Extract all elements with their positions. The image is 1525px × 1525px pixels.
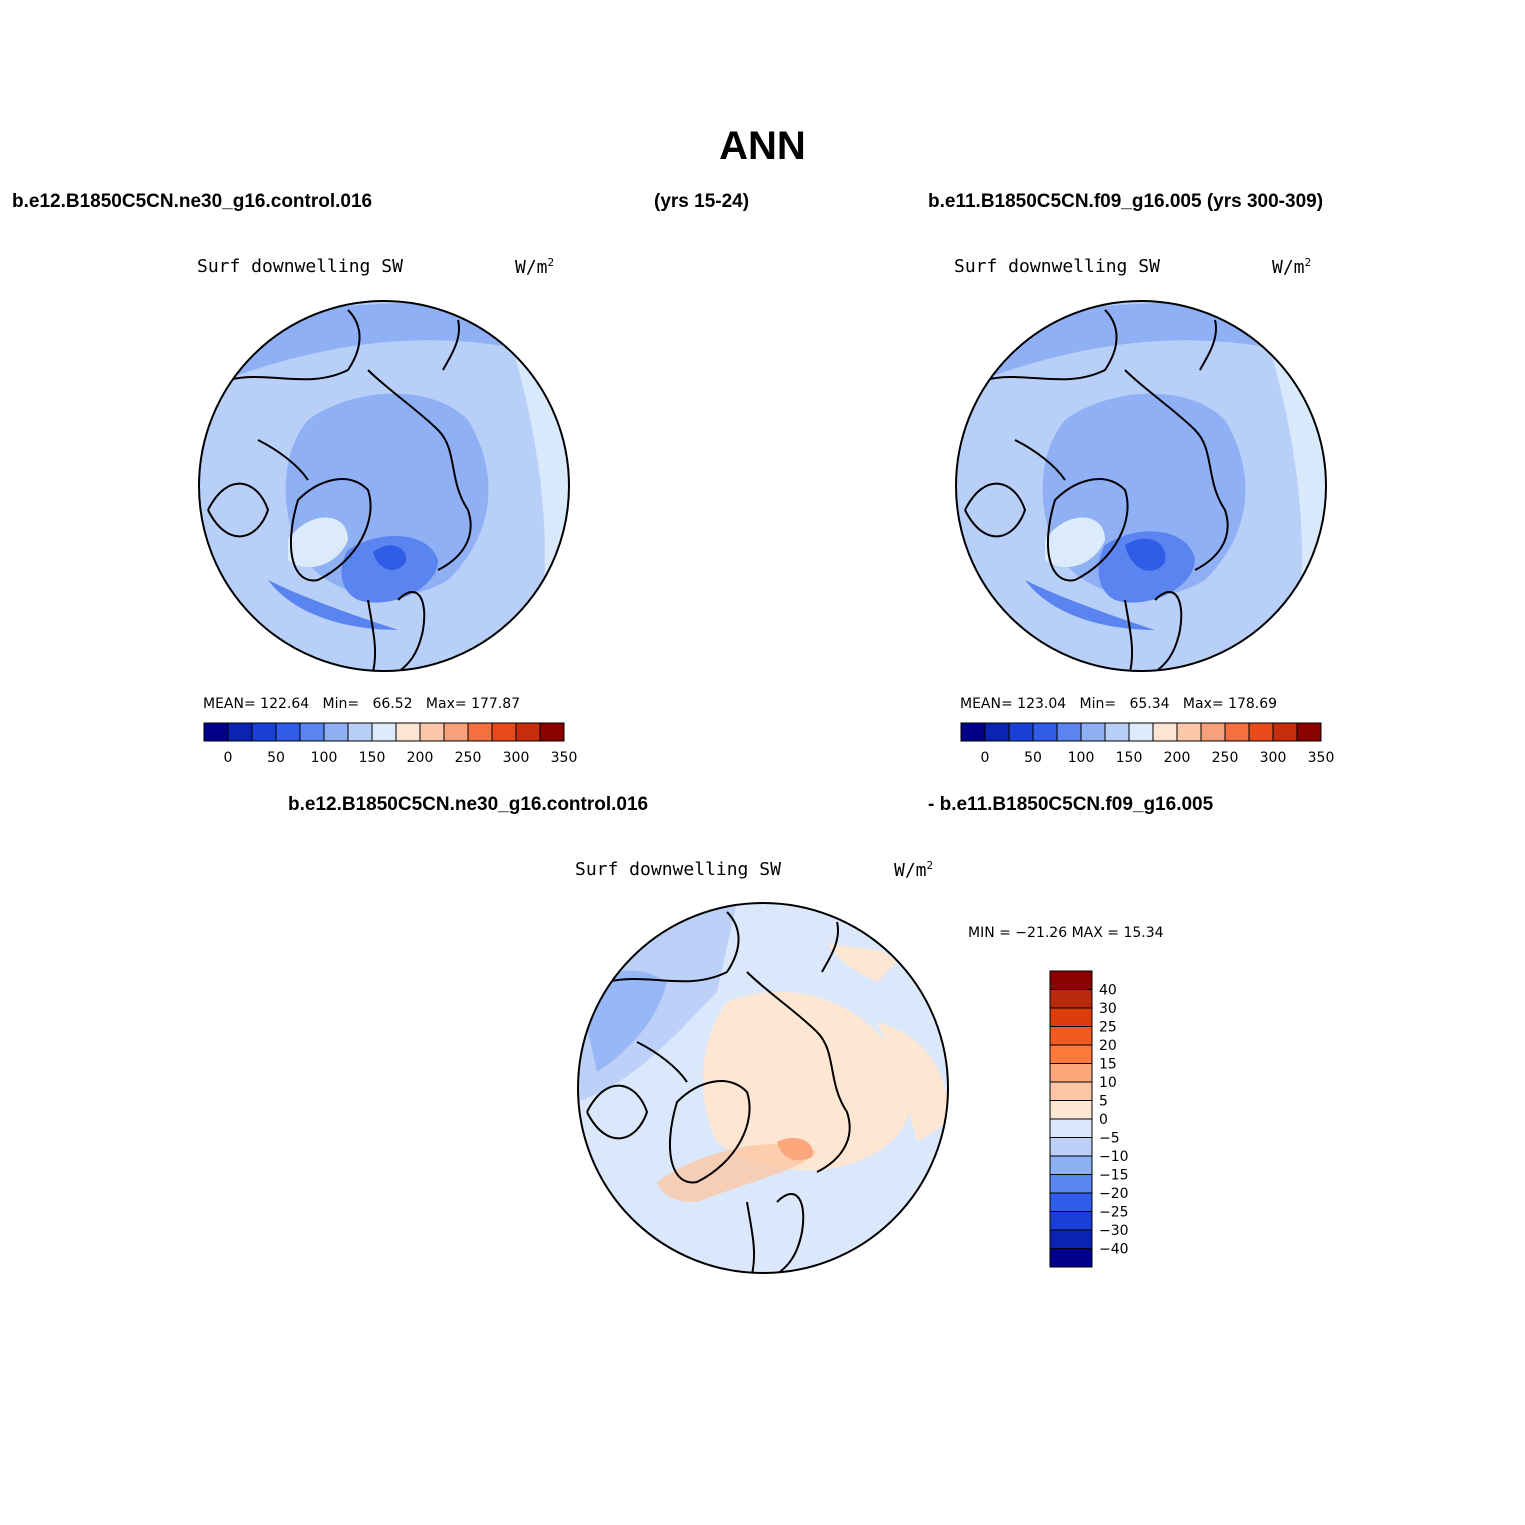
diff-colorbar-tick-label: 25 — [1099, 1020, 1117, 1036]
panel1-colorbar-swatch — [419, 722, 445, 742]
panel1-colorbar-swatch — [251, 722, 277, 742]
panel1-colorbar-swatch — [227, 722, 253, 742]
panel2-colorbar-swatch — [1272, 722, 1298, 742]
panel2-colorbar-swatch — [1176, 722, 1202, 742]
panel1-colorbar-swatch — [347, 722, 373, 742]
panel2-colorbar-tick-label: 350 — [1308, 750, 1335, 766]
panel2-colorbar-swatch — [1224, 722, 1250, 742]
panel2-colorbar-swatch — [1104, 722, 1130, 742]
diff-colorbar-swatch — [1049, 1137, 1093, 1157]
diff-colorbar-tick-label: 15 — [1099, 1057, 1117, 1073]
panel1-colorbar-tick-label: 250 — [455, 750, 482, 766]
panel2-colorbar-swatch — [960, 722, 986, 742]
diff-colorbar-swatch — [1049, 1155, 1093, 1175]
diff-colorbar-tick-label: 40 — [1099, 983, 1117, 999]
panel1-colorbar-tick-label: 200 — [407, 750, 434, 766]
diff-colorbar-tick-label: 30 — [1099, 1001, 1117, 1017]
diff-units: W/m2 — [894, 859, 934, 881]
case2-label: b.e11.B1850C5CN.f09_g16.005 (yrs 300-309… — [928, 191, 1324, 212]
diff-colorbar-swatch — [1049, 970, 1093, 990]
panel2-colorbar-tick-label: 300 — [1260, 750, 1287, 766]
panel1-polar-map — [198, 300, 570, 672]
panel2-colorbar-swatch — [1080, 722, 1106, 742]
diff-case1-label: b.e12.B1850C5CN.ne30_g16.control.016 — [288, 794, 649, 815]
panel2-colorbar-tick-label: 0 — [981, 750, 990, 766]
panel1-colorbar-tick-label: 350 — [551, 750, 578, 766]
panel1-colorbar-swatch — [275, 722, 301, 742]
diff-colorbar-swatch — [1049, 1118, 1093, 1138]
panel2-polar-map — [955, 300, 1327, 672]
panel1-colorbar-swatch — [203, 722, 229, 742]
diff-colorbar-tick-label: 20 — [1099, 1038, 1117, 1054]
panel2-colorbar-swatch — [1152, 722, 1178, 742]
panel1-colorbar-tick-label: 150 — [359, 750, 386, 766]
panel2-colorbar-swatch — [1248, 722, 1274, 742]
panel1-colorbar-swatch — [299, 722, 325, 742]
panel1-colorbar-tick-label: 100 — [311, 750, 338, 766]
diff-variable: Surf downwelling SW — [575, 859, 781, 880]
case1-years-label: (yrs 15-24) — [654, 191, 750, 212]
case1-label: b.e12.B1850C5CN.ne30_g16.control.016 — [12, 191, 373, 212]
panel1-colorbar-swatch — [539, 722, 565, 742]
panel2-variable: Surf downwelling SW — [954, 256, 1160, 277]
diff-colorbar-tick-label: 0 — [1099, 1112, 1108, 1128]
diff-colorbar-swatch — [1049, 989, 1093, 1009]
panel1-variable: Surf downwelling SW — [197, 256, 403, 277]
diff-colorbar-tick-label: −15 — [1099, 1168, 1129, 1184]
panel1-colorbar-swatch — [323, 722, 349, 742]
diff-colorbar-swatch — [1049, 1026, 1093, 1046]
diff-colorbar-swatch — [1049, 1007, 1093, 1027]
diff-polar-map — [577, 902, 949, 1274]
diff-colorbar-swatch — [1049, 1044, 1093, 1064]
panel2-colorbar-swatch — [984, 722, 1010, 742]
diff-stats: MIN = −21.26 MAX = 15.34 — [968, 925, 1164, 941]
diff-colorbar-swatch — [1049, 1100, 1093, 1120]
panel1-colorbar-tick-label: 300 — [503, 750, 530, 766]
panel1-colorbar-swatch — [467, 722, 493, 742]
panel2-colorbar-tick-label: 100 — [1068, 750, 1095, 766]
panel2-units: W/m2 — [1272, 256, 1312, 278]
diff-colorbar-tick-label: −10 — [1099, 1149, 1129, 1165]
panel2-colorbar-tick-label: 150 — [1116, 750, 1143, 766]
panel2-colorbar-swatch — [1200, 722, 1226, 742]
panel1-colorbar: 0 50 100 150 200 250 300 350 — [203, 722, 577, 766]
diff-colorbar-swatch — [1049, 1192, 1093, 1212]
panel2-colorbar-swatch — [1056, 722, 1082, 742]
panel1-colorbar-swatch — [515, 722, 541, 742]
diff-colorbar-tick-label: −25 — [1099, 1205, 1129, 1221]
panel1-stats: MEAN= 122.64 Min= 66.52 Max= 177.87 — [203, 696, 521, 712]
panel1-colorbar-swatch — [443, 722, 469, 742]
panel2-colorbar-swatch — [1008, 722, 1034, 742]
panel2-colorbar-swatch — [1128, 722, 1154, 742]
panel2-colorbar-swatch — [1032, 722, 1058, 742]
panel1-colorbar-swatch — [395, 722, 421, 742]
diff-colorbar-tick-label: −20 — [1099, 1186, 1129, 1202]
panel1-colorbar-tick-label: 50 — [267, 750, 285, 766]
panel2-stats: MEAN= 123.04 Min= 65.34 Max= 178.69 — [960, 696, 1278, 712]
panel1-colorbar-swatch — [491, 722, 517, 742]
panel1-units: W/m2 — [515, 256, 555, 278]
panel2-colorbar-swatch — [1296, 722, 1322, 742]
panel1-colorbar-tick-label: 0 — [224, 750, 233, 766]
diff-colorbar-tick-label: −40 — [1099, 1242, 1129, 1258]
diff-colorbar-tick-label: 10 — [1099, 1075, 1117, 1091]
panel2-colorbar-tick-label: 50 — [1024, 750, 1042, 766]
panel2-colorbar-tick-label: 200 — [1164, 750, 1191, 766]
page-title: ANN — [719, 124, 806, 168]
diff-colorbar-swatch — [1049, 1211, 1093, 1231]
panel2-colorbar: 0 50 100 150 200 250 300 350 — [960, 722, 1334, 766]
diff-colorbar-tick-label: 5 — [1099, 1094, 1108, 1110]
diff-colorbar-tick-label: −5 — [1099, 1131, 1120, 1147]
diff-colorbar-tick-label: −30 — [1099, 1223, 1129, 1239]
diff-case2-label: - b.e11.B1850C5CN.f09_g16.005 — [928, 794, 1214, 815]
diff-colorbar: 40 30 25 20 15 10 5 0 −5 −10 −15 −20 −25 −30 −40 — [1049, 970, 1129, 1268]
diff-colorbar-swatch — [1049, 1248, 1093, 1268]
panel2-colorbar-tick-label: 250 — [1212, 750, 1239, 766]
diff-colorbar-swatch — [1049, 1081, 1093, 1101]
diff-colorbar-swatch — [1049, 1229, 1093, 1249]
panel1-colorbar-swatch — [371, 722, 397, 742]
diff-colorbar-swatch — [1049, 1063, 1093, 1083]
diff-colorbar-swatch — [1049, 1174, 1093, 1194]
